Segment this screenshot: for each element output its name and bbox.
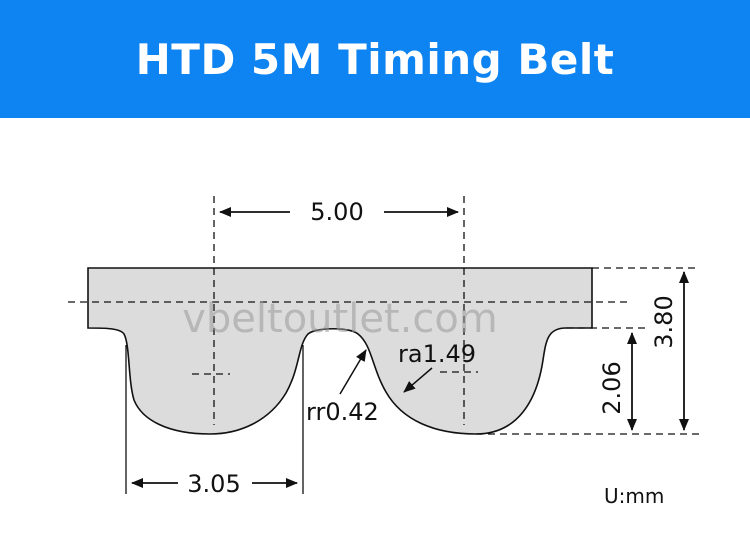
tip-radius-leader: [403, 367, 433, 393]
watermark: vbeltoutlet.com: [182, 296, 498, 342]
unit-label: U:mm: [604, 484, 665, 508]
tip-radius-label: ra1.49: [398, 340, 476, 368]
tooth-height-label: 2.06: [598, 361, 626, 414]
root-radius-label: rr0.42: [306, 398, 379, 426]
total-height-label: 3.80: [650, 295, 678, 348]
tooth-width-label: 3.05: [187, 470, 240, 498]
page-title: HTD 5M Timing Belt: [135, 34, 615, 84]
header-banner: HTD 5M Timing Belt: [0, 0, 750, 118]
root-radius-leader: [339, 349, 367, 395]
pitch-label: 5.00: [310, 198, 363, 226]
